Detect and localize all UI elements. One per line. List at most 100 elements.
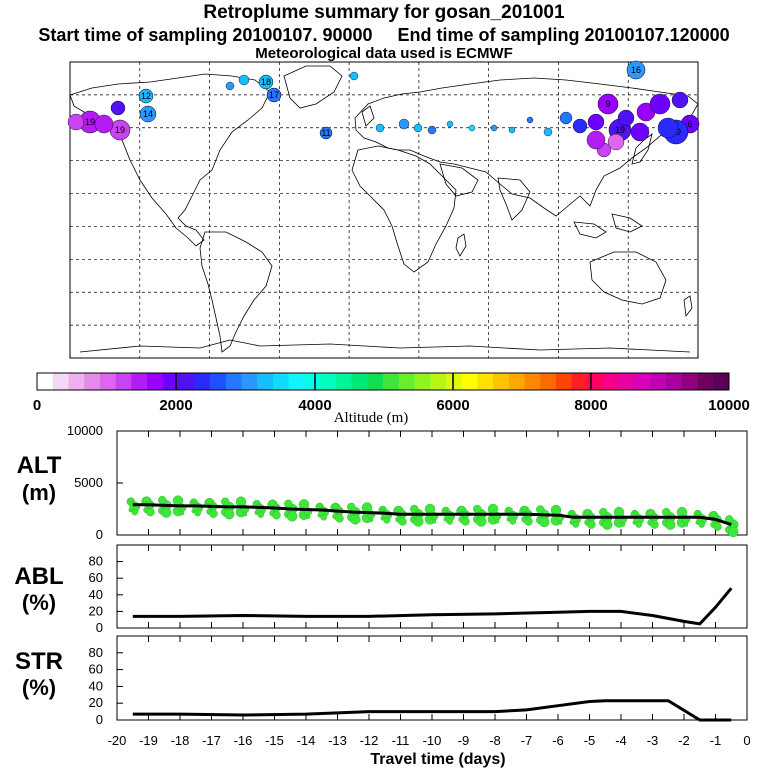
plume-marker-label: 17 bbox=[269, 90, 279, 100]
alt-cluster-point bbox=[676, 506, 688, 518]
plume-marker-label: 9 bbox=[605, 99, 610, 109]
colorbar-segment bbox=[634, 373, 651, 390]
alt-cluster-point bbox=[179, 510, 185, 516]
alt-cluster-point bbox=[398, 517, 407, 526]
alt-cluster-point bbox=[620, 522, 626, 527]
colorbar-segment bbox=[587, 373, 604, 390]
x-tick-label: -4 bbox=[615, 733, 627, 748]
plume-marker-label: 18 bbox=[261, 77, 271, 87]
plume-cluster-dot bbox=[238, 74, 250, 86]
colorbar-segment bbox=[68, 373, 85, 390]
alt-cluster-point bbox=[305, 514, 311, 519]
alt-cluster-point bbox=[431, 519, 437, 524]
plume-cluster-dot bbox=[349, 71, 359, 81]
x-tick-label: -15 bbox=[265, 733, 284, 748]
plume-marker-label: 19 bbox=[115, 125, 125, 135]
panel-frame bbox=[116, 635, 748, 721]
alt-cluster-point bbox=[209, 509, 218, 518]
colorbar-segment bbox=[650, 373, 667, 390]
x-tick-label: -14 bbox=[297, 733, 316, 748]
alt-cluster-point bbox=[158, 495, 167, 505]
colorbar-segment bbox=[461, 373, 478, 390]
colorbar-segment bbox=[697, 373, 714, 390]
plume-cluster-dot bbox=[617, 109, 635, 127]
colorbar-segment bbox=[99, 373, 117, 390]
plume-marker bbox=[597, 93, 619, 115]
x-tick-label: -16 bbox=[234, 733, 253, 748]
alt-cluster-point bbox=[572, 521, 579, 528]
str-y-tick-label: 0 bbox=[96, 712, 103, 727]
alt-cluster-point bbox=[224, 509, 235, 520]
colorbar-segment bbox=[493, 373, 510, 390]
plume-cluster-dot bbox=[468, 124, 476, 132]
alt-cluster-point bbox=[221, 497, 230, 506]
sampling-times: Start time of sampling 20100107. 90000 E… bbox=[38, 25, 730, 45]
colorbar-segment bbox=[445, 373, 463, 390]
alt-cluster-point bbox=[317, 502, 322, 508]
alt-cluster-point bbox=[254, 500, 259, 505]
colorbar-segment bbox=[414, 373, 431, 390]
alt-cluster-point bbox=[395, 505, 402, 513]
str-y-tick-label: 40 bbox=[89, 678, 103, 693]
x-tick-label: -2 bbox=[678, 733, 690, 748]
colorbar-segment bbox=[430, 373, 447, 390]
alt-y-tick-label: 0 bbox=[96, 527, 103, 542]
alt-cluster-point bbox=[557, 520, 563, 525]
x-tick-label: -10 bbox=[423, 733, 442, 748]
alt-cluster-point bbox=[647, 508, 654, 516]
alt-cluster-point bbox=[143, 496, 150, 503]
colorbar-segment bbox=[84, 373, 101, 390]
alt-cluster-point bbox=[713, 522, 722, 531]
alt-cluster-point bbox=[257, 511, 264, 518]
x-tick-label: -1 bbox=[710, 733, 722, 748]
plume-cluster-dot bbox=[671, 91, 689, 109]
plume-cluster-dot bbox=[67, 113, 85, 131]
plume-marker bbox=[139, 105, 157, 123]
plume-cluster-dot bbox=[607, 133, 625, 151]
colorbar-tick-label: 2000 bbox=[159, 397, 192, 414]
plume-marker bbox=[626, 60, 646, 80]
alt-cluster-point bbox=[728, 526, 739, 538]
alt-cluster-point bbox=[662, 507, 671, 517]
abl-y-tick-label: 60 bbox=[89, 570, 103, 585]
alt-cluster-point bbox=[695, 509, 700, 515]
alt-cluster-point bbox=[587, 520, 596, 529]
plume-marker-label: 12 bbox=[141, 91, 151, 101]
plume-marker bbox=[258, 74, 274, 90]
abl-y-tick-label: 20 bbox=[89, 603, 103, 618]
alt-cluster-point bbox=[506, 506, 511, 512]
altitude-colorbar: 0 2000 4000 6000 8000 10000 Altitude (m) bbox=[33, 372, 750, 426]
abl-y-tick-label: 80 bbox=[89, 554, 103, 569]
alt-cluster-point bbox=[413, 516, 424, 527]
abl-line bbox=[132, 587, 733, 626]
colorbar-segment bbox=[288, 373, 305, 390]
plume-cluster-dot bbox=[110, 100, 126, 116]
alt-cluster-point bbox=[476, 516, 487, 527]
colorbar-frame bbox=[36, 372, 730, 391]
plume-cluster-dot bbox=[526, 116, 534, 124]
alt-cluster-point bbox=[584, 508, 591, 516]
colorbar-segment bbox=[52, 373, 69, 390]
alt-cluster-point bbox=[635, 521, 642, 528]
colorbar-segment bbox=[210, 373, 227, 390]
plume-cluster-dot bbox=[375, 123, 385, 133]
plume-cluster-dot bbox=[543, 127, 553, 137]
colorbar-segment bbox=[241, 373, 258, 390]
x-tick-label: -5 bbox=[584, 733, 596, 748]
colorbar-segment bbox=[666, 373, 683, 390]
plume-marker bbox=[319, 126, 333, 140]
colorbar-segment bbox=[571, 373, 588, 390]
alt-cluster-point bbox=[683, 522, 689, 527]
plume-cluster-dot bbox=[657, 117, 679, 139]
alt-cluster-point bbox=[458, 505, 465, 513]
colorbar-segment bbox=[194, 373, 211, 390]
colorbar-segment bbox=[524, 373, 541, 390]
alt-cluster-point bbox=[473, 504, 482, 514]
alt-cluster-point bbox=[521, 505, 528, 513]
alt-cluster-point bbox=[128, 497, 133, 502]
alt-y-tick-label: 10000 bbox=[67, 423, 103, 438]
x-tick-label: -17 bbox=[202, 733, 221, 748]
plume-cluster-dot bbox=[225, 81, 235, 91]
